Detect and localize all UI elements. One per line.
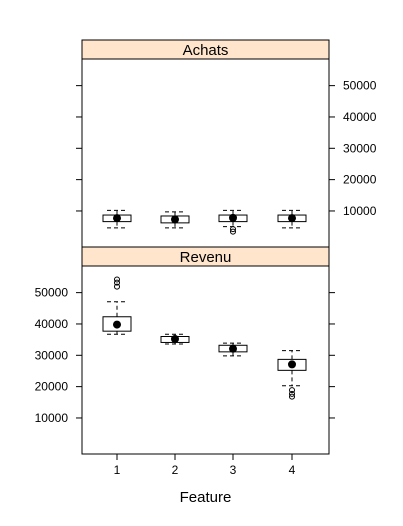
y-tick-label: 10000 — [35, 411, 69, 425]
box-2 — [160, 211, 190, 229]
y-tick-label: 30000 — [343, 141, 377, 155]
box-4 — [277, 209, 307, 229]
box-1 — [102, 209, 132, 229]
outlier — [114, 283, 120, 290]
outlier — [289, 390, 295, 397]
median-dot — [171, 335, 179, 344]
x-axis-title: Feature — [180, 489, 232, 506]
box-2 — [160, 333, 190, 345]
strip-label: Achats — [183, 42, 229, 59]
median-dot — [288, 214, 296, 223]
outlier — [289, 387, 295, 394]
box-4 — [277, 350, 307, 400]
y-tick-label: 20000 — [35, 380, 69, 394]
median-dot — [171, 215, 179, 224]
panel-frame — [81, 265, 330, 455]
x-tick-label: 1 — [114, 463, 121, 477]
median-dot — [288, 360, 296, 369]
x-tick-label: 3 — [230, 463, 237, 477]
median-dot — [229, 344, 237, 353]
panel-revenu: Revenu 10000 20000 30000 40000 50000 — [35, 246, 335, 455]
median-dot — [113, 214, 121, 223]
x-tick-label: 4 — [289, 463, 296, 477]
outlier — [114, 279, 120, 286]
y-tick-label: 40000 — [343, 110, 377, 124]
x-tick-label: 2 — [172, 463, 179, 477]
y-tick-label: 50000 — [35, 286, 69, 300]
y-tick-label: 20000 — [343, 173, 377, 187]
outlier — [230, 226, 236, 233]
median-dot — [229, 213, 237, 222]
y-tick-label: 40000 — [35, 317, 69, 331]
y-tick-label: 10000 — [343, 204, 377, 218]
strip-label: Revenu — [180, 249, 232, 266]
median-dot — [113, 320, 121, 329]
box-1 — [102, 276, 132, 335]
y-tick-label: 30000 — [35, 348, 69, 362]
box-3 — [218, 342, 248, 357]
y-tick-label: 50000 — [343, 79, 377, 93]
outlier — [289, 393, 295, 400]
outlier — [114, 276, 120, 283]
outlier — [230, 228, 236, 235]
panel-achats: Achats 10000 20000 30000 40000 50000 — [76, 39, 377, 248]
x-axis: 1 2 3 4 Feature — [114, 454, 296, 506]
box-3 — [218, 209, 248, 235]
